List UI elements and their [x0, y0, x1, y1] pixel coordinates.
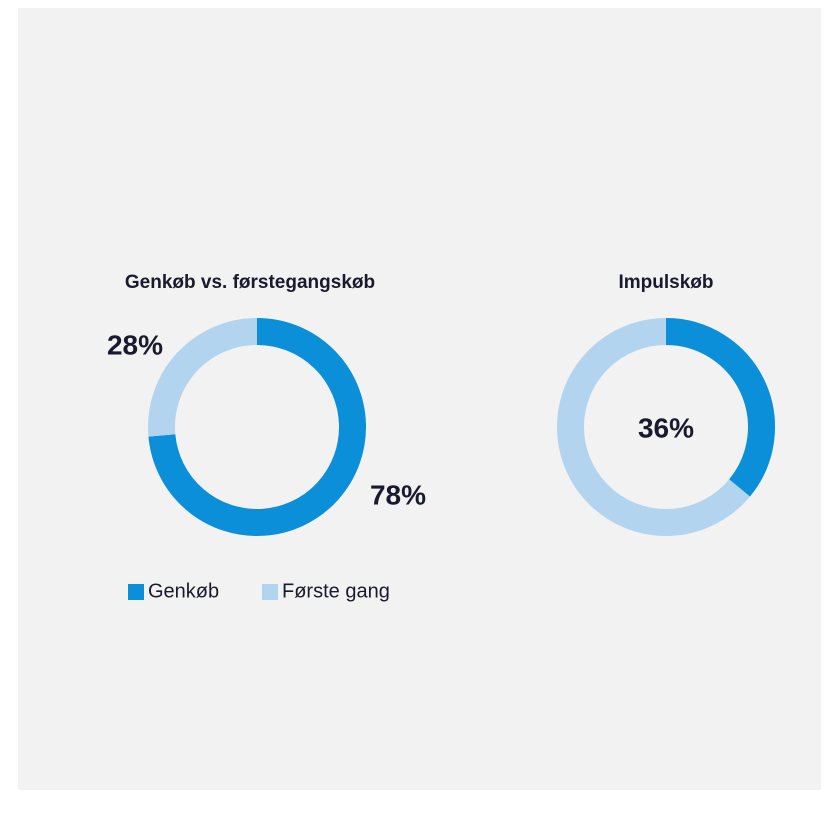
legend-swatch — [128, 584, 144, 600]
value-label: 36% — [638, 412, 694, 443]
chart-title: Genkøb vs. førstegangskøb — [125, 272, 375, 293]
legend-label: Genkøb — [148, 580, 219, 602]
value-label: 78% — [370, 479, 426, 510]
legend-label: Første gang — [282, 580, 390, 602]
panel — [18, 8, 821, 790]
chart-title: Impulskøb — [618, 272, 713, 293]
legend-swatch — [262, 584, 278, 600]
donut-segment — [148, 318, 258, 437]
value-label: 28% — [107, 329, 163, 360]
donut-segment — [665, 318, 775, 497]
donut-segment — [148, 318, 366, 536]
